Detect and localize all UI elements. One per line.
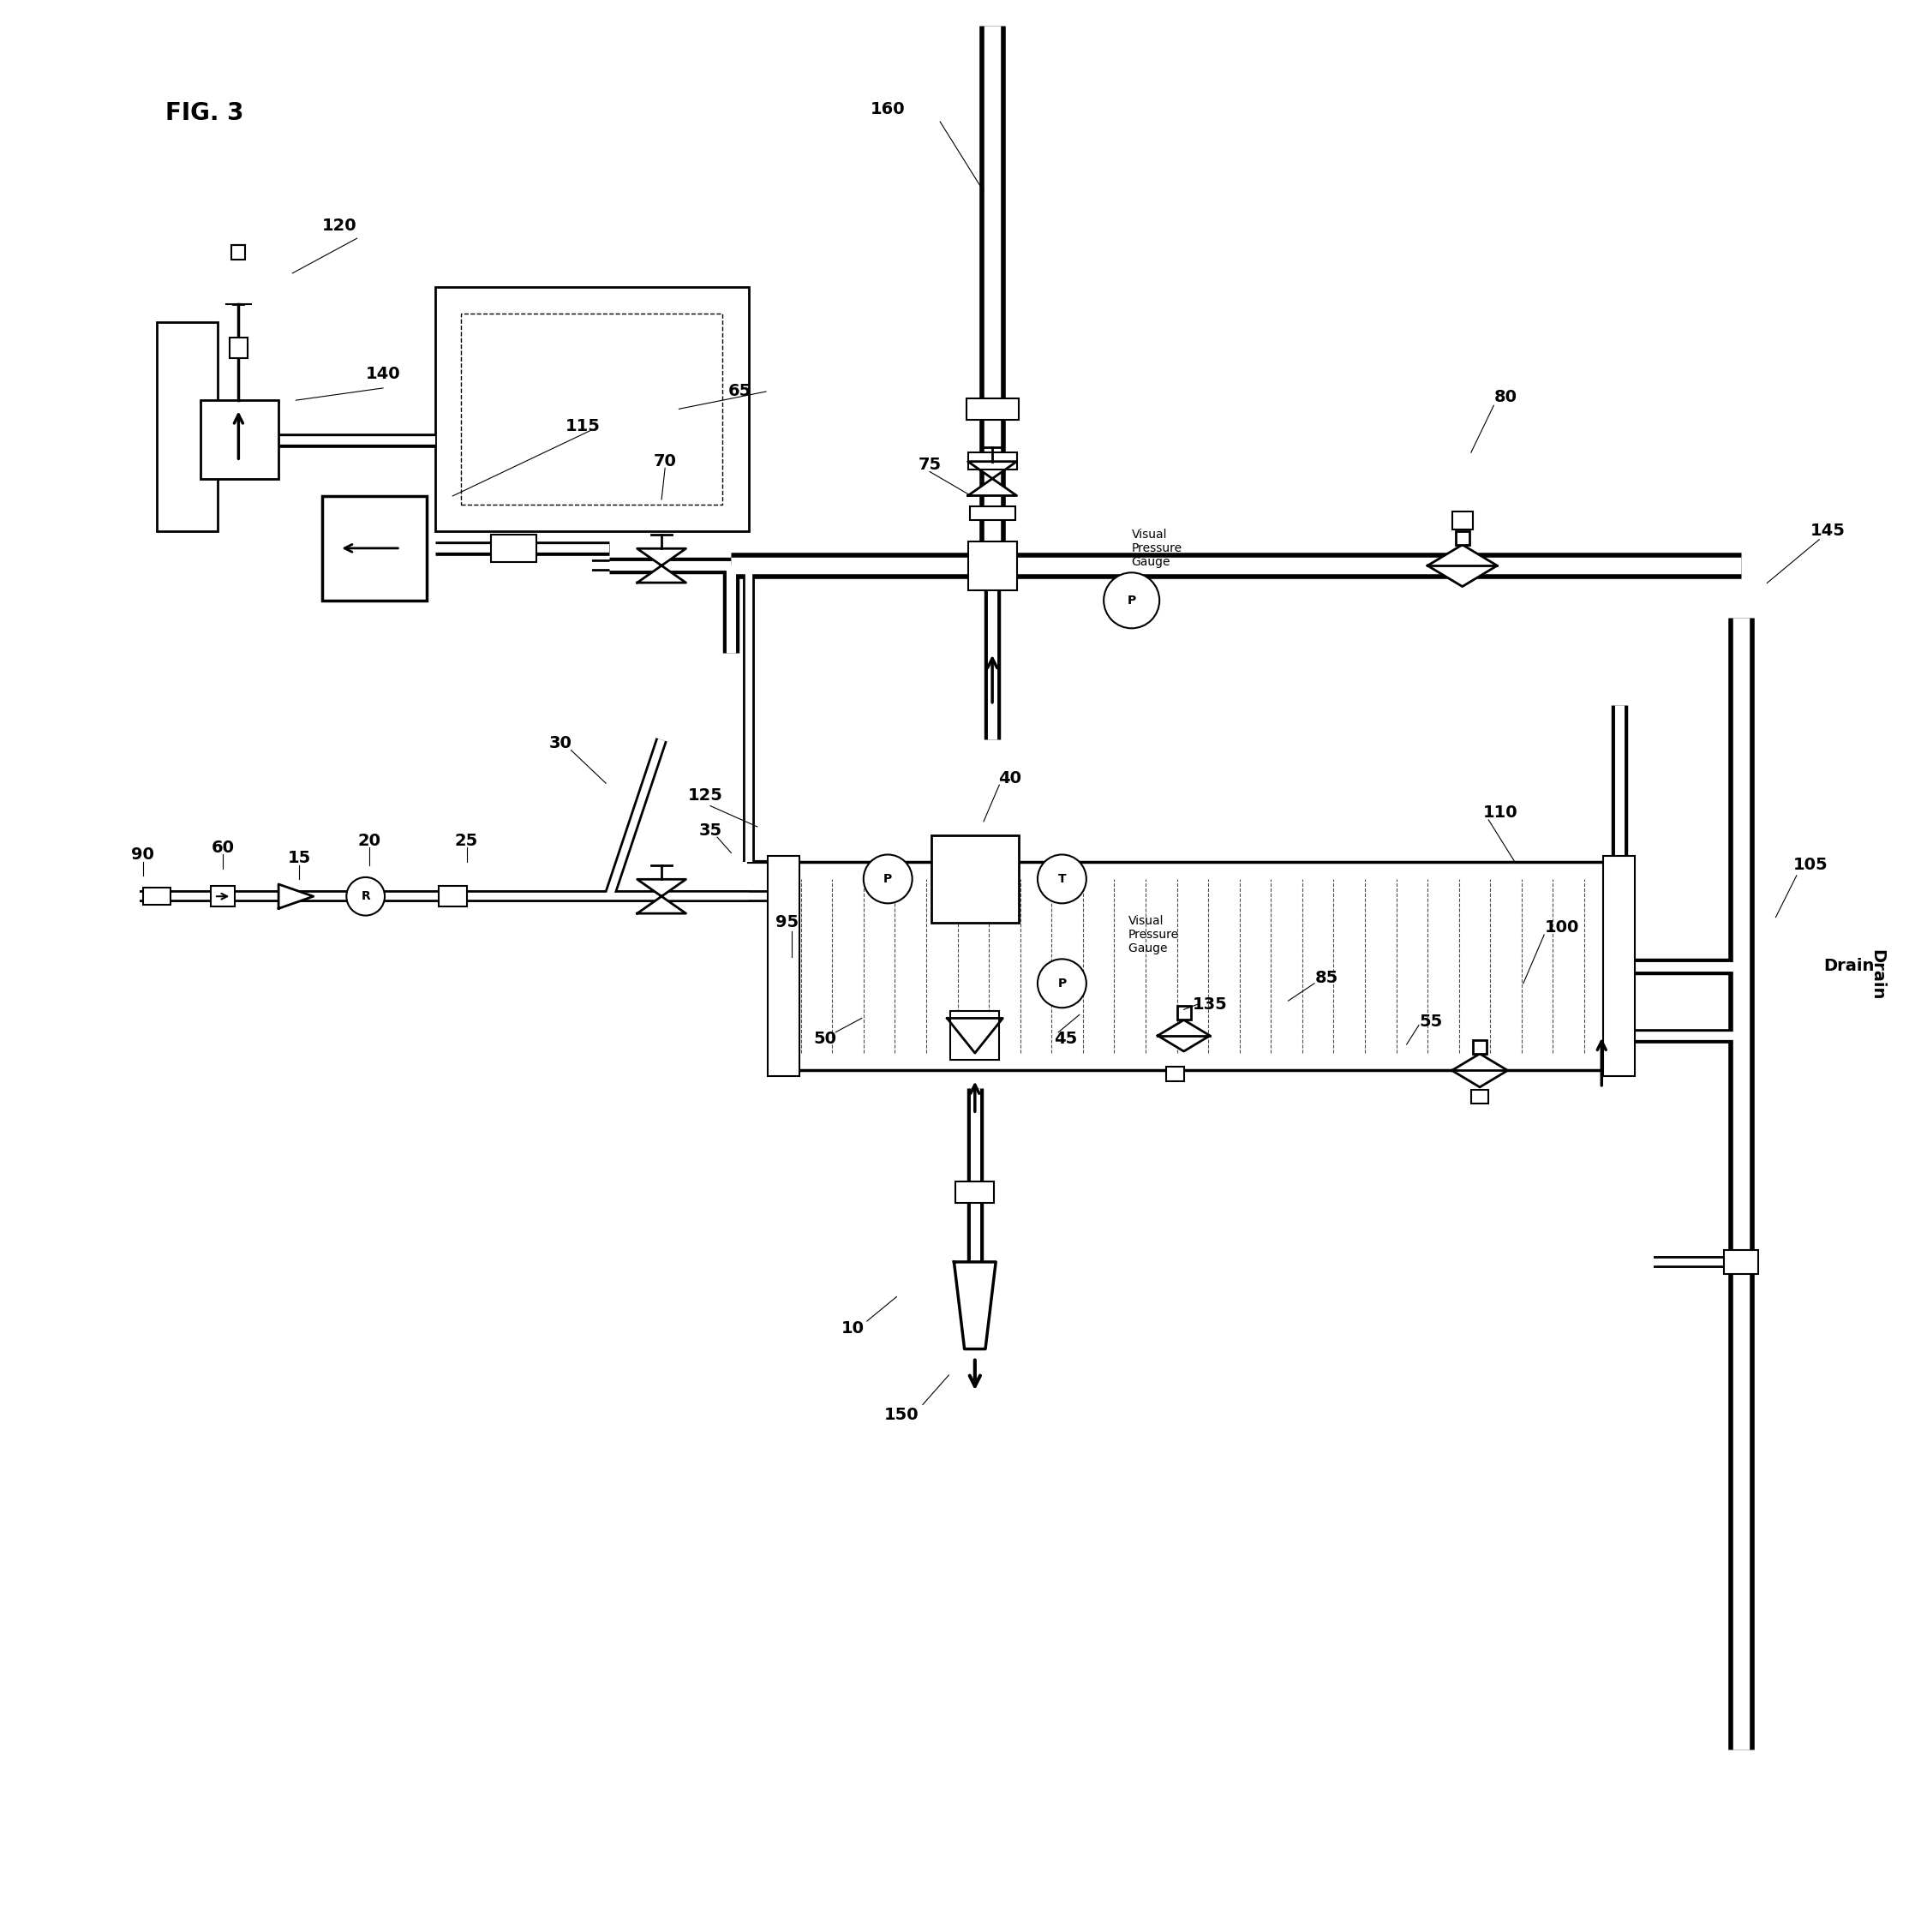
Bar <box>462 313 722 504</box>
Bar <box>230 338 247 359</box>
Polygon shape <box>1159 1020 1210 1051</box>
Bar <box>322 497 427 601</box>
Text: 40: 40 <box>998 769 1021 786</box>
Text: 75: 75 <box>917 456 942 473</box>
Text: 105: 105 <box>1792 858 1829 873</box>
Polygon shape <box>638 549 686 583</box>
Text: 50: 50 <box>814 1032 837 1047</box>
Bar <box>768 856 799 1076</box>
Text: 110: 110 <box>1484 804 1519 821</box>
Text: 145: 145 <box>1810 524 1846 539</box>
Bar <box>950 1010 1000 1061</box>
Text: 15: 15 <box>287 850 310 866</box>
Polygon shape <box>638 879 686 914</box>
Text: 135: 135 <box>1193 997 1228 1012</box>
Bar <box>1724 1250 1758 1273</box>
Text: 45: 45 <box>1053 1032 1076 1047</box>
Text: 150: 150 <box>885 1406 919 1424</box>
Polygon shape <box>954 1262 996 1349</box>
Bar <box>157 323 218 531</box>
Bar <box>956 1182 994 1204</box>
Bar <box>439 887 467 906</box>
Bar <box>232 245 245 259</box>
Text: 20: 20 <box>358 833 381 848</box>
Bar <box>1603 856 1635 1076</box>
Text: 100: 100 <box>1543 920 1578 935</box>
Bar <box>967 541 1017 589</box>
Circle shape <box>1038 854 1086 904</box>
Text: 95: 95 <box>776 914 799 931</box>
Text: 115: 115 <box>565 417 601 435</box>
Bar <box>969 506 1015 520</box>
Text: T: T <box>1057 873 1067 885</box>
Text: FIG. 3: FIG. 3 <box>165 100 243 126</box>
Text: 120: 120 <box>322 218 356 234</box>
Text: 10: 10 <box>841 1320 864 1337</box>
Bar <box>144 887 170 904</box>
Bar <box>931 835 1019 922</box>
Text: Drain: Drain <box>1823 958 1875 974</box>
Bar <box>490 535 536 562</box>
Polygon shape <box>278 885 314 908</box>
Bar <box>211 887 236 906</box>
Text: 70: 70 <box>653 452 676 469</box>
Text: 85: 85 <box>1316 970 1339 987</box>
Bar <box>1473 1039 1486 1053</box>
Bar <box>1166 1066 1183 1080</box>
Text: 55: 55 <box>1419 1014 1442 1030</box>
Bar <box>967 398 1019 419</box>
Polygon shape <box>967 462 1017 497</box>
Circle shape <box>864 854 912 904</box>
Text: Visual
Pressure
Gauge: Visual Pressure Gauge <box>1132 527 1182 568</box>
Text: Visual
Pressure
Gauge: Visual Pressure Gauge <box>1128 914 1180 954</box>
Polygon shape <box>1452 1053 1507 1088</box>
Text: R: R <box>362 891 370 902</box>
Text: 65: 65 <box>728 383 751 400</box>
Bar <box>1178 1007 1191 1020</box>
Text: 125: 125 <box>687 786 722 804</box>
Text: P: P <box>883 873 892 885</box>
Circle shape <box>347 877 385 916</box>
Text: 35: 35 <box>699 823 722 838</box>
Text: 90: 90 <box>132 846 155 864</box>
Bar <box>1455 531 1469 545</box>
Bar <box>1452 512 1473 529</box>
Polygon shape <box>948 1018 1003 1053</box>
Circle shape <box>1103 572 1159 628</box>
Text: 80: 80 <box>1494 388 1517 406</box>
Text: P: P <box>1057 978 1067 989</box>
Circle shape <box>1038 958 1086 1009</box>
Bar <box>1471 1090 1488 1103</box>
Text: 60: 60 <box>211 840 234 856</box>
Text: P: P <box>1128 595 1136 607</box>
Polygon shape <box>1427 545 1498 587</box>
Text: 160: 160 <box>871 100 906 118</box>
Bar <box>967 452 1017 469</box>
Bar <box>783 862 1618 1070</box>
Text: 25: 25 <box>456 833 479 848</box>
Text: 30: 30 <box>550 734 573 752</box>
Bar <box>435 288 749 531</box>
Text: Drain: Drain <box>1869 949 1884 1001</box>
Bar <box>201 400 278 479</box>
Text: 140: 140 <box>366 365 400 383</box>
